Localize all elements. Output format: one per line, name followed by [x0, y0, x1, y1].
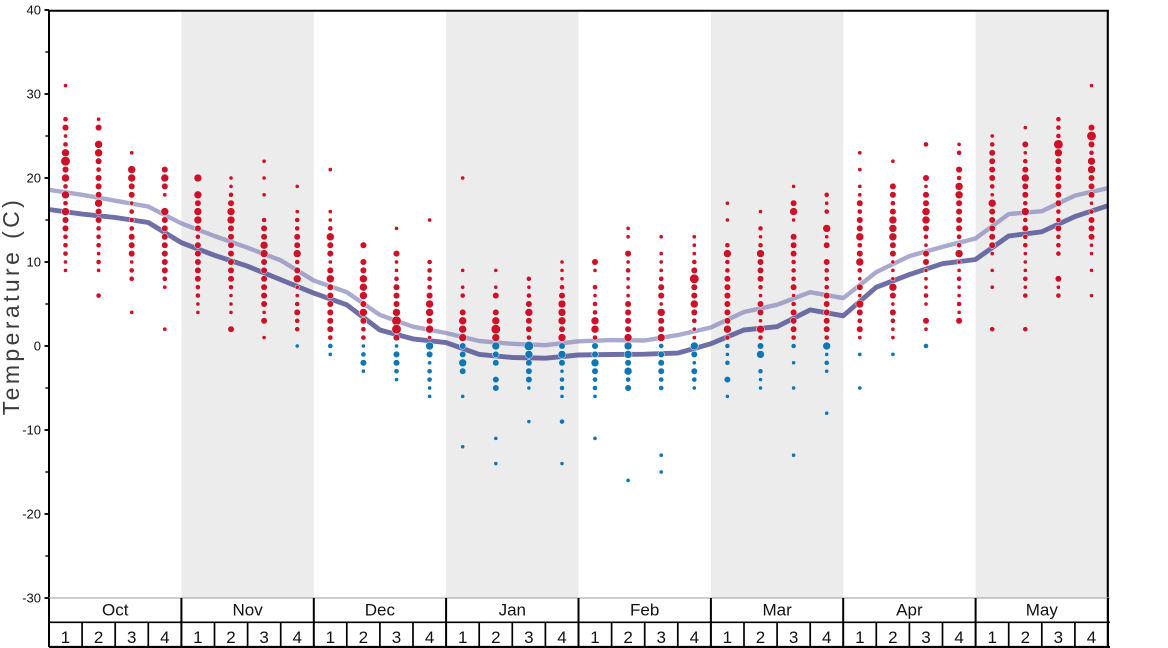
svg-text:Dec: Dec: [365, 601, 396, 620]
svg-text:3: 3: [921, 628, 930, 647]
svg-text:4: 4: [425, 628, 434, 647]
svg-text:1: 1: [326, 628, 335, 647]
svg-text:4: 4: [822, 628, 831, 647]
svg-text:2: 2: [359, 628, 368, 647]
svg-text:1: 1: [590, 628, 599, 647]
svg-text:3: 3: [789, 628, 798, 647]
svg-text:2: 2: [94, 628, 103, 647]
svg-text:4: 4: [292, 628, 301, 647]
svg-text:Mar: Mar: [762, 601, 792, 620]
svg-text:Oct: Oct: [102, 601, 129, 620]
svg-text:30: 30: [27, 87, 41, 102]
svg-text:2: 2: [756, 628, 765, 647]
svg-text:2: 2: [226, 628, 235, 647]
svg-text:3: 3: [259, 628, 268, 647]
svg-text:-10: -10: [22, 423, 41, 438]
svg-text:3: 3: [524, 628, 533, 647]
svg-text:Nov: Nov: [232, 601, 263, 620]
svg-text:4: 4: [954, 628, 963, 647]
svg-text:-20: -20: [22, 507, 41, 522]
svg-text:3: 3: [1054, 628, 1063, 647]
svg-text:40: 40: [27, 3, 41, 18]
svg-text:3: 3: [127, 628, 136, 647]
svg-text:Jan: Jan: [499, 601, 526, 620]
svg-text:2: 2: [623, 628, 632, 647]
svg-text:1: 1: [193, 628, 202, 647]
svg-text:2: 2: [888, 628, 897, 647]
svg-text:3: 3: [392, 628, 401, 647]
svg-text:May: May: [1026, 601, 1059, 620]
svg-text:1: 1: [855, 628, 864, 647]
svg-text:Apr: Apr: [896, 601, 923, 620]
svg-text:Feb: Feb: [630, 601, 659, 620]
svg-text:0: 0: [34, 339, 41, 354]
svg-text:20: 20: [27, 171, 41, 186]
svg-text:1: 1: [987, 628, 996, 647]
svg-text:4: 4: [690, 628, 699, 647]
svg-text:4: 4: [557, 628, 566, 647]
svg-text:1: 1: [723, 628, 732, 647]
svg-text:Temperature (C): Temperature (C): [0, 197, 24, 415]
svg-text:1: 1: [458, 628, 467, 647]
svg-text:2: 2: [1021, 628, 1030, 647]
svg-text:2: 2: [491, 628, 500, 647]
svg-text:-30: -30: [22, 591, 41, 606]
svg-text:10: 10: [27, 255, 41, 270]
svg-text:4: 4: [160, 628, 169, 647]
svg-text:3: 3: [656, 628, 665, 647]
svg-text:4: 4: [1087, 628, 1096, 647]
svg-text:1: 1: [61, 628, 70, 647]
